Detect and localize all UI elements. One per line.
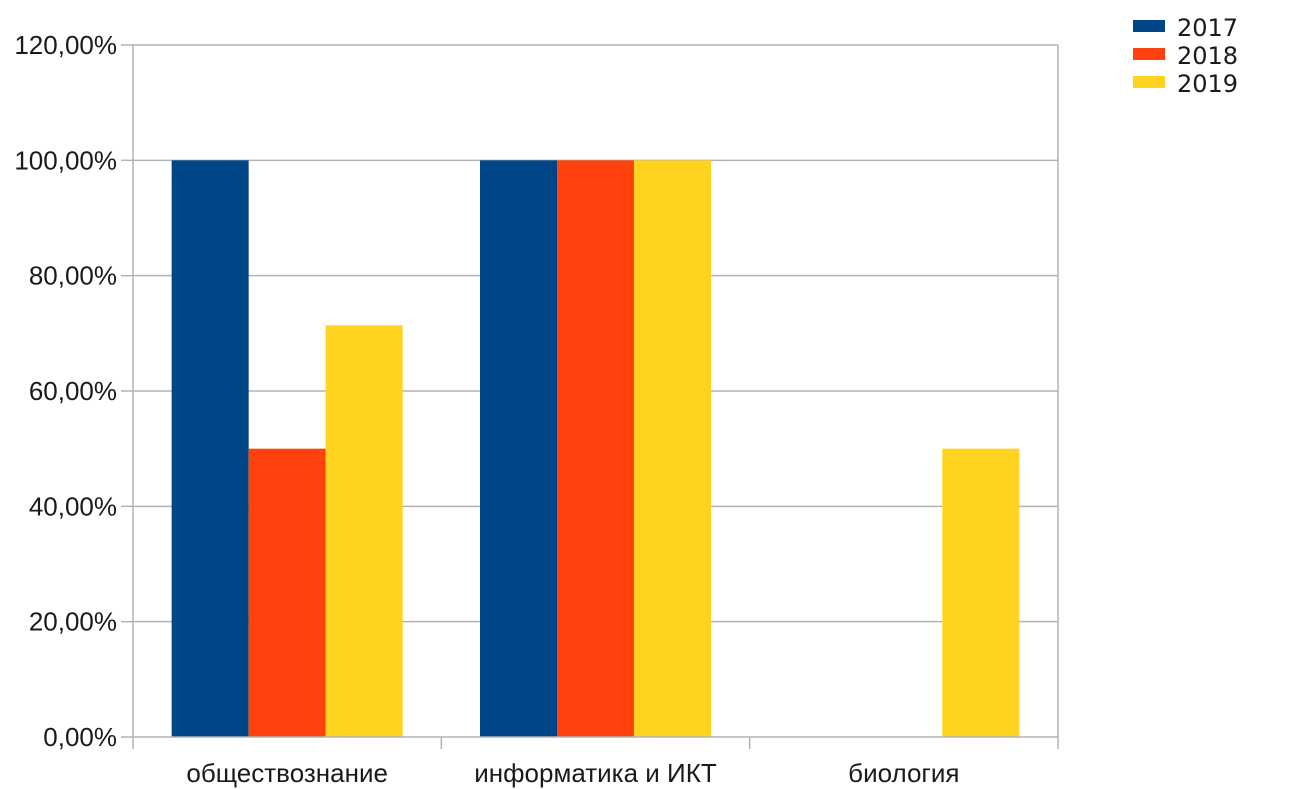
y-axis-tick-labels: 0,00% 20,00% 40,00% 60,00% 80,00% 100,00% 120,…	[14, 30, 117, 752]
x-category-label: биология	[848, 758, 959, 788]
legend-label: 2019	[1177, 70, 1238, 98]
y-tick-label: 100,00%	[14, 145, 117, 175]
x-category-label: информатика и ИКТ	[474, 758, 717, 788]
axes	[121, 44, 1059, 749]
legend-swatch-2019	[1133, 76, 1165, 88]
legend-label: 2017	[1177, 14, 1238, 42]
bar-2018	[557, 160, 634, 738]
bar-2019	[634, 160, 711, 738]
x-category-label: обществознание	[186, 758, 388, 788]
legend-swatch-2017	[1133, 20, 1165, 32]
bar-2018	[248, 448, 326, 737]
legend-label: 2018	[1177, 42, 1238, 70]
bars	[171, 160, 1020, 738]
y-tick-label: 80,00%	[29, 261, 117, 291]
x-axis-category-labels: обществознание информатика и ИКТ биология	[186, 758, 959, 788]
y-tick-label: 20,00%	[29, 607, 117, 637]
y-tick-label: 0,00%	[43, 722, 117, 752]
y-tick-label: 40,00%	[29, 491, 117, 521]
y-tick-label: 120,00%	[14, 30, 117, 60]
bar-2019	[942, 448, 1020, 737]
legend-swatch-2018	[1133, 48, 1165, 60]
bar-2017	[171, 160, 249, 738]
y-tick-label: 60,00%	[29, 376, 117, 406]
bar-2017	[480, 160, 557, 738]
bar-2019	[325, 325, 403, 737]
